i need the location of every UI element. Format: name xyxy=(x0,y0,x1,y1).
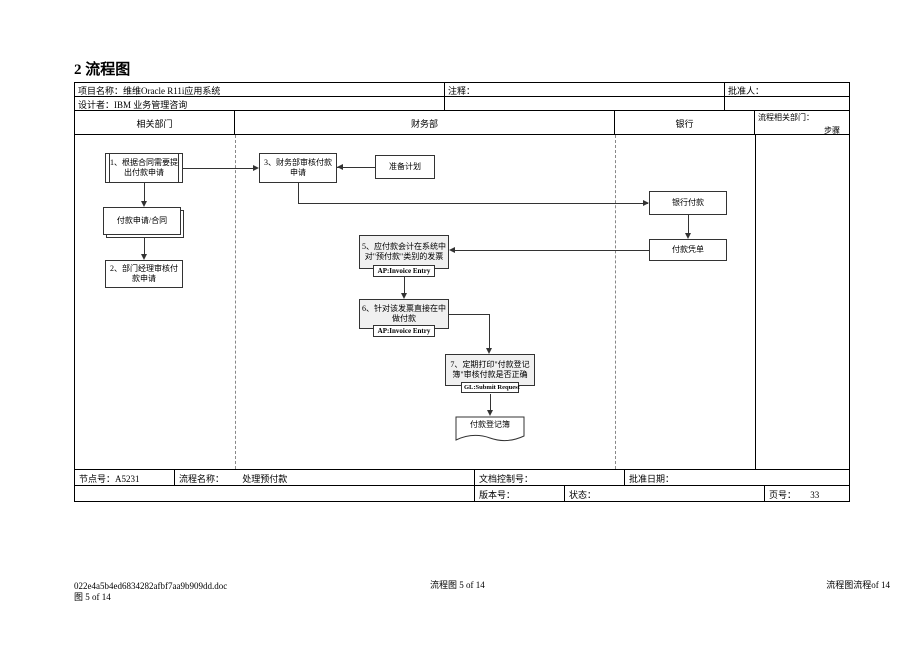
empty-footer-cell xyxy=(75,486,475,501)
empty-cell-1 xyxy=(445,97,725,110)
conn-3-down xyxy=(298,183,299,203)
page-no-label: 页号： xyxy=(769,490,796,500)
page-footer-right: 流程图流程of 14 xyxy=(826,578,890,591)
lane-divider-2 xyxy=(615,135,616,469)
node-5: 5、应付款会计在系统中对"预付款"类别的发票 xyxy=(359,235,449,269)
page-footer-mid: 流程图 5 of 14 xyxy=(430,578,485,591)
node-1-doc: 付款申请/合同 xyxy=(103,207,181,235)
lane2-title: 财务部 xyxy=(235,111,615,134)
lane4-title: 流程相关部门： 步骤 xyxy=(755,111,849,134)
conn-6-7h xyxy=(449,314,489,315)
page-footer-left2: 图 5 of 14 xyxy=(74,590,111,603)
approver-cell: 批准人： xyxy=(725,83,849,96)
doc-ctrl-cell: 文档控制号： xyxy=(475,470,625,485)
conn-receipt-5 xyxy=(453,250,649,251)
status-cell: 状态： xyxy=(565,486,765,501)
proj-name-cell: 项目名称：维维Oracle R11i应用系统 xyxy=(75,83,445,96)
arrow-3-side xyxy=(337,164,343,170)
conn-6-7v xyxy=(489,314,490,350)
node-no-cell: 节点号：A5231 xyxy=(75,470,175,485)
note-cell: 注释： xyxy=(445,83,725,96)
swim-body: 1、根据合同需要提出付款申请 付款申请/合同 2、部门经理审核付款申请 3、财务… xyxy=(75,135,849,469)
node-bank-receipt: 付款凭单 xyxy=(649,239,727,261)
footer-row-2: 版本号： 状态： 页号： 33 xyxy=(75,485,849,501)
conn-1-3 xyxy=(183,168,255,169)
header-row-1: 项目名称：维维Oracle R11i应用系统 注释： 批准人： xyxy=(75,83,849,97)
lane-divider-1 xyxy=(235,135,236,469)
node-no-value: A5231 xyxy=(115,474,140,484)
lane4-top: 流程相关部门： xyxy=(758,112,846,123)
node-3: 3、财务部审核付款申请 xyxy=(259,153,337,183)
lane3-title: 银行 xyxy=(615,111,755,134)
node-3-side: 准备计划 xyxy=(375,155,435,179)
node-7-sys: GL:Submit Request xyxy=(461,382,519,393)
node-1-doc-label: 付款申请/合同 xyxy=(103,207,181,226)
lane-header-row: 相关部门 财务部 银行 流程相关部门： 步骤 xyxy=(75,111,849,135)
node-bank-pay: 银行付款 xyxy=(649,191,727,215)
flow-name-cell: 流程名称： 处理预付款 xyxy=(175,470,475,485)
node-no-label: 节点号： xyxy=(79,474,115,484)
flow-name-value: 处理预付款 xyxy=(242,474,287,484)
footer-row-1: 节点号：A5231 流程名称： 处理预付款 文档控制号： 批准日期： xyxy=(75,469,849,485)
header-row-2: 设计者：IBM 业务管理咨询 xyxy=(75,97,849,111)
node-2: 2、部门经理审核付款申请 xyxy=(105,260,183,288)
page-no-cell: 页号： 33 xyxy=(765,486,849,501)
conn-1-doc xyxy=(144,183,145,203)
node-5-sys: AP:Invoice Entry xyxy=(373,265,435,277)
lane-divider-3 xyxy=(755,135,756,469)
node-1: 1、根据合同需要提出付款申请 xyxy=(105,153,183,183)
node-6-sys: AP:Invoice Entry xyxy=(373,325,435,337)
arrow-receipt-5 xyxy=(449,247,455,253)
lane1-title: 相关部门 xyxy=(75,111,235,134)
diagram-frame: 项目名称：维维Oracle R11i应用系统 注释： 批准人： 设计者：IBM … xyxy=(74,82,850,502)
approve-date-cell: 批准日期： xyxy=(625,470,849,485)
conn-bank-doc xyxy=(688,215,689,235)
conn-3-h xyxy=(298,203,648,204)
page-title: 2 流程图 xyxy=(74,58,130,79)
node-7-doc: 付款登记簿 xyxy=(455,416,525,444)
page-no-value: 33 xyxy=(810,490,819,500)
flow-name-label: 流程名称： xyxy=(179,474,224,484)
version-cell: 版本号： xyxy=(475,486,565,501)
designer-cell: 设计者：IBM 业务管理咨询 xyxy=(75,97,445,110)
empty-cell-2 xyxy=(725,97,849,110)
node-7-doc-label: 付款登记簿 xyxy=(455,416,525,430)
